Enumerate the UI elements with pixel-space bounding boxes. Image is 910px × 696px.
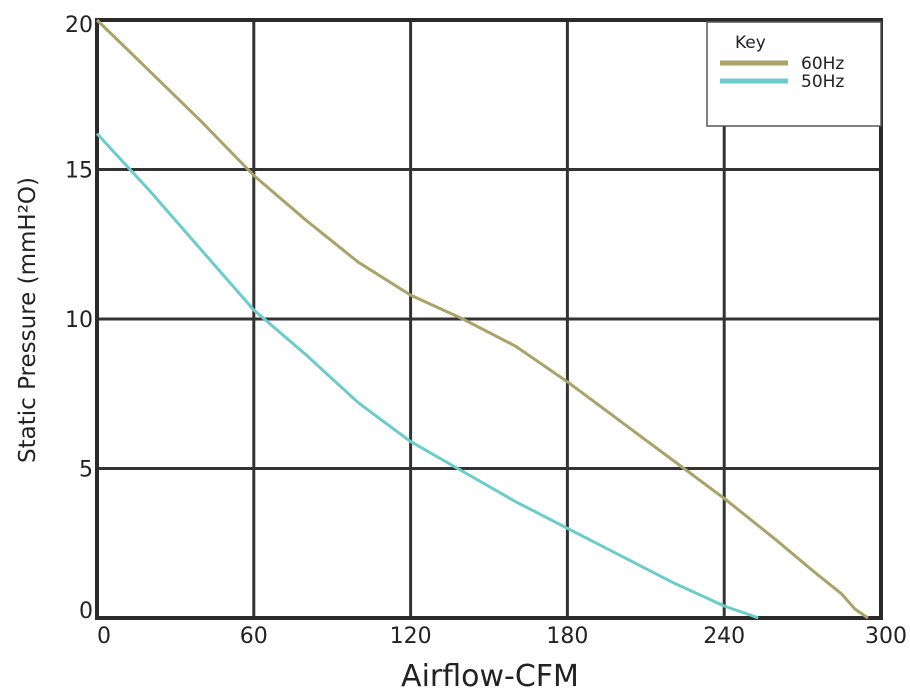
y-tick-label: 10 <box>65 308 93 333</box>
series-line-50Hz <box>97 134 758 618</box>
y-axis-label: Static Pressure (mmH²O) <box>15 177 41 463</box>
y-tick-label: 0 <box>79 599 93 624</box>
x-tick-label: 60 <box>240 624 268 649</box>
x-tick-labels: 0 60 120 180 240 300 <box>97 624 907 649</box>
legend-box <box>707 22 881 126</box>
legend-title: Key <box>735 33 766 53</box>
y-tick-label: 15 <box>65 159 93 184</box>
x-tick-label: 180 <box>546 624 588 649</box>
legend-label-60Hz: 60Hz <box>801 54 844 74</box>
y-tick-labels: 0 5 10 15 20 <box>65 13 93 624</box>
x-tick-label: 0 <box>97 624 111 649</box>
x-tick-label: 300 <box>865 624 907 649</box>
legend-label-50Hz: 50Hz <box>801 72 844 92</box>
x-axis-label: Airflow-CFM <box>401 659 579 694</box>
x-tick-label: 120 <box>390 624 432 649</box>
y-tick-label: 5 <box>79 458 93 483</box>
y-tick-label: 20 <box>65 13 93 38</box>
x-tick-label: 240 <box>703 624 745 649</box>
